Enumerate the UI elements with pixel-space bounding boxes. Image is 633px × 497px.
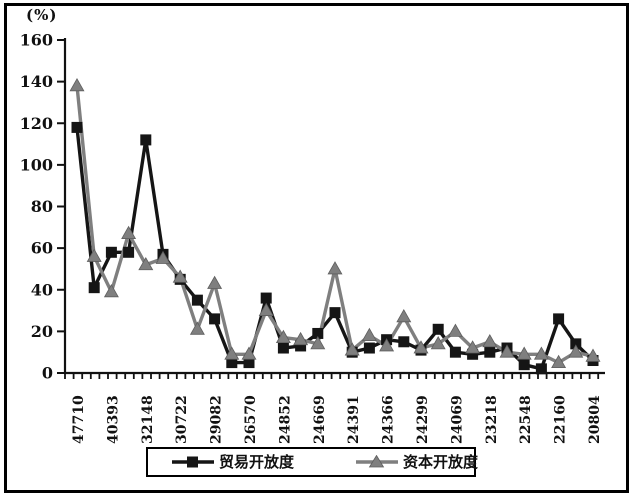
trade-data-point bbox=[518, 359, 530, 371]
capital-data-point bbox=[69, 77, 85, 92]
capital-data-point bbox=[310, 336, 326, 350]
trade-series-line bbox=[75, 127, 595, 371]
legend-entry-trade: 贸易开放度 bbox=[170, 452, 295, 471]
y-tick-label: 160 bbox=[20, 31, 53, 50]
x-axis-label: 24391 bbox=[346, 395, 362, 444]
x-axis-label: 30722 bbox=[174, 395, 190, 444]
capital-data-point bbox=[224, 346, 240, 360]
capital-data-point bbox=[241, 346, 257, 360]
x-axis-label: 47710 bbox=[71, 395, 87, 444]
capital-data-point bbox=[121, 225, 137, 239]
capital-data-point bbox=[568, 344, 584, 358]
capital-data-point bbox=[551, 354, 567, 368]
y-axis-unit-label: (%) bbox=[26, 6, 58, 24]
trade-data-point bbox=[553, 313, 565, 325]
capital-data-point bbox=[585, 348, 601, 362]
x-axis-label: 24852 bbox=[277, 395, 293, 444]
trade-data-point bbox=[277, 342, 289, 354]
x-axis-label: 22160 bbox=[553, 395, 569, 444]
x-axis-label: 24366 bbox=[381, 395, 397, 444]
capital-data-point bbox=[361, 327, 377, 341]
capital-data-point bbox=[344, 342, 360, 356]
y-tick-label: 100 bbox=[20, 155, 53, 174]
capital-data-point bbox=[86, 248, 102, 262]
capital-data-point bbox=[155, 250, 171, 264]
x-axis-label: 26570 bbox=[243, 395, 259, 444]
trade-data-point bbox=[140, 134, 152, 146]
legend-entry-capital: 资本开放度 bbox=[354, 452, 479, 471]
trade-data-point bbox=[432, 323, 444, 335]
trade-data-point bbox=[467, 348, 479, 360]
capital-data-point bbox=[138, 256, 154, 271]
capital-data-point bbox=[293, 331, 309, 346]
trade-data-point bbox=[398, 336, 410, 348]
trade-data-point bbox=[329, 307, 341, 319]
trade-data-point bbox=[243, 357, 255, 369]
trade-data-point bbox=[570, 338, 582, 350]
y-tick-label: 40 bbox=[31, 280, 53, 299]
trade-data-point bbox=[484, 346, 496, 358]
capital-data-point bbox=[413, 340, 429, 354]
capital-data-point bbox=[103, 284, 119, 298]
y-tick-label: 60 bbox=[31, 239, 53, 258]
x-axis-label: 23218 bbox=[484, 395, 500, 444]
capital-data-point bbox=[447, 323, 463, 337]
trade-data-point bbox=[226, 357, 238, 369]
capital-data-point bbox=[379, 338, 395, 352]
x-axis-label: 32148 bbox=[140, 395, 156, 444]
y-tick-label: 140 bbox=[20, 72, 53, 91]
trade-series-marker-icon bbox=[172, 456, 214, 468]
x-axis-label: 22548 bbox=[518, 395, 534, 444]
trade-data-point bbox=[191, 294, 203, 306]
capital-series-marker-icon bbox=[356, 455, 399, 468]
capital-data-point bbox=[533, 346, 549, 360]
y-tick-label: 120 bbox=[20, 114, 53, 133]
capital-data-point bbox=[465, 340, 481, 354]
capital-data-point bbox=[499, 344, 515, 358]
capital-data-point bbox=[258, 302, 274, 316]
capital-data-point bbox=[430, 336, 446, 350]
capital-data-point bbox=[516, 346, 532, 360]
capital-data-point bbox=[396, 308, 412, 323]
trade-data-point bbox=[71, 121, 83, 133]
trade-data-point bbox=[209, 313, 221, 325]
capital-data-point bbox=[189, 321, 205, 335]
capital-data-point bbox=[275, 329, 291, 344]
x-axis-label: 29082 bbox=[209, 395, 225, 444]
y-tick-label: 80 bbox=[31, 197, 53, 216]
y-tick-label: 20 bbox=[31, 322, 53, 341]
trade-data-point bbox=[123, 246, 135, 258]
x-axis-label: 20804 bbox=[587, 395, 603, 444]
capital-data-point bbox=[207, 275, 223, 289]
legend-label-capital: 资本开放度 bbox=[403, 452, 479, 471]
trade-data-point bbox=[312, 327, 324, 339]
trade-data-point bbox=[295, 340, 307, 352]
x-axis-label: 40393 bbox=[105, 395, 121, 444]
trade-data-point bbox=[363, 342, 375, 354]
x-axis-label: 24069 bbox=[449, 395, 465, 444]
trade-data-point bbox=[535, 363, 547, 375]
trade-data-point bbox=[449, 346, 461, 358]
legend-label-trade: 贸易开放度 bbox=[219, 452, 295, 471]
x-axis-label: 24669 bbox=[312, 395, 328, 444]
trade-data-point bbox=[88, 282, 100, 294]
capital-series-line bbox=[75, 85, 594, 365]
capital-data-point bbox=[327, 261, 343, 275]
capital-data-point bbox=[482, 333, 498, 348]
capital-data-point bbox=[172, 269, 188, 283]
trade-data-point bbox=[260, 292, 272, 304]
x-axis-label: 24299 bbox=[415, 395, 431, 444]
y-tick-label: 0 bbox=[42, 364, 53, 383]
legend-box: 贸易开放度 资本开放度 bbox=[146, 447, 479, 477]
trade-data-point bbox=[105, 246, 117, 258]
